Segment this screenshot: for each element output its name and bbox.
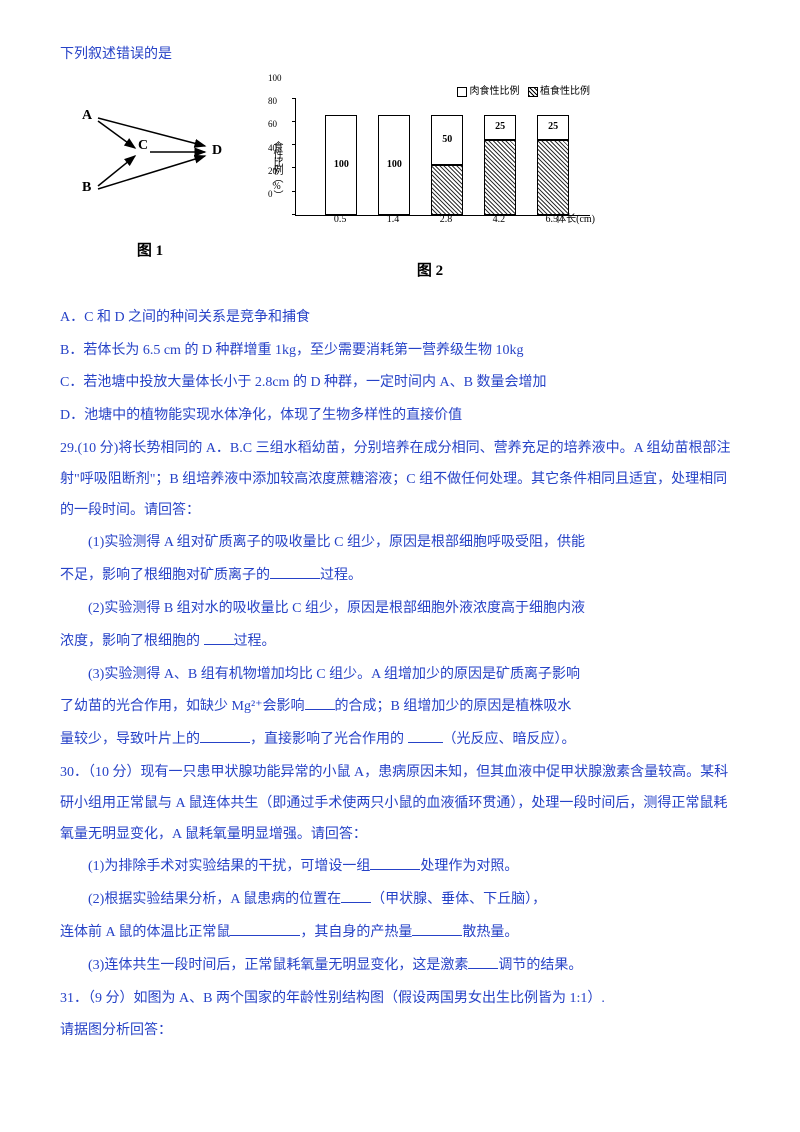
q30-p1: (1)为排除手术对实验结果的干扰，可增设一组处理作为对照。: [60, 852, 740, 883]
xtick: 0.5: [334, 209, 347, 231]
q30-p2a: (2)根据实验结果分析，A 鼠患病的位置在（甲状腺、垂体、下丘脑），: [60, 885, 740, 916]
blank: [468, 955, 498, 969]
bar-herb: [484, 140, 516, 215]
blank: [341, 889, 371, 903]
ytick: 40: [268, 139, 277, 159]
ytick: 80: [268, 92, 277, 112]
legend-box-herb: [528, 87, 538, 97]
fig2-xlabel: 体长(cm): [556, 209, 595, 231]
q30-p2c: 连体前 A 鼠的体温比正常鼠，其自身的产热量散热量。: [60, 918, 740, 949]
xtick: 2.8: [440, 209, 453, 231]
figure-1: A B C D: [60, 81, 240, 231]
xtick: 4.2: [493, 209, 506, 231]
legend-box-carn: [457, 87, 467, 97]
option-c: C．若池塘中投放大量体长小于 2.8cm 的 D 种群，一定时间内 A、B 数量…: [60, 368, 740, 399]
bar-0: 100: [325, 115, 357, 215]
legend-carn: 肉食性比例: [470, 86, 520, 97]
ytick: 60: [268, 116, 277, 136]
bar-herb: [537, 140, 569, 215]
q31-p1: 请据图分析回答：: [60, 1016, 740, 1047]
fig2-caption: 图 2: [260, 255, 600, 288]
legend-herb: 植食性比例: [540, 86, 590, 97]
figures-row: A B C D 图 1 肉食性比例 植食性比例 食性比例（%） 0 20 40 …: [60, 81, 740, 288]
option-b: B．若体长为 6.5 cm 的 D 种群增重 1kg，至少需要消耗第一营养级生物…: [60, 336, 740, 367]
blank: [200, 729, 250, 743]
option-d: D．池塘中的植物能实现水体净化，体现了生物多样性的直接价值: [60, 401, 740, 432]
q29-p3b: 了幼苗的光合作用，如缺少 Mg²⁺会影响的合成；B 组增加少的原因是植株吸水: [60, 692, 740, 723]
bar-carn: 100: [325, 115, 357, 215]
q29-stem: 29.(10 分)将长势相同的 A．B.C 三组水稻幼苗，分别培养在成分相同、营…: [60, 434, 740, 526]
q29-p2a: (2)实验测得 B 组对水的吸收量比 C 组少，原因是根部细胞外液浓度高于细胞内…: [60, 594, 740, 625]
node-c: C: [138, 131, 148, 162]
xtick: 1.4: [387, 209, 400, 231]
option-a: A．C 和 D 之间的种间关系是竞争和捕食: [60, 303, 740, 334]
q30-p3: (3)连体共生一段时间后，正常鼠耗氧量无明显变化，这是激素调节的结果。: [60, 951, 740, 982]
ytick: 20: [268, 162, 277, 182]
q31-stem: 31．（9 分）如图为 A、B 两个国家的年龄性别结构图（假设两国男女出生比例皆…: [60, 984, 740, 1015]
bar-herb: [431, 165, 463, 215]
q29-p3a: (3)实验测得 A、B 组有机物增加均比 C 组少。A 组增加少的原因是矿质离子…: [60, 660, 740, 691]
blank: [370, 856, 420, 870]
blank: [412, 922, 462, 936]
node-d: D: [212, 136, 222, 167]
q29-p1a: (1)实验测得 A 组对矿质离子的吸收量比 C 组少，原因是根部细胞呼吸受阻，供…: [60, 528, 740, 559]
node-b: B: [82, 173, 91, 204]
q29-p3d: 量较少，导致叶片上的，直接影响了光合作用的 （光反应、暗反应）。: [60, 725, 740, 756]
bar-4: 25: [537, 115, 569, 215]
q29-p1b: 不足，影响了根细胞对矿质离子的过程。: [60, 561, 740, 592]
bar-carn: 25: [484, 115, 516, 140]
bar-carn: 50: [431, 115, 463, 165]
figure-2-wrap: 肉食性比例 植食性比例 食性比例（%） 0 20 40 60 80 100: [260, 81, 600, 288]
blank: [204, 631, 234, 645]
ytick: 0: [268, 185, 273, 205]
bar-carn: 100: [378, 115, 410, 215]
ytick: 100: [268, 69, 282, 89]
fig2-chart-area: 0 20 40 60 80 100 100 100: [295, 99, 590, 216]
blank: [305, 696, 335, 710]
figure-1-wrap: A B C D 图 1: [60, 81, 240, 268]
bar-3: 25: [484, 115, 516, 215]
q29-p2b: 浓度，影响了根细胞的 过程。: [60, 627, 740, 658]
blank: [408, 729, 443, 743]
q30-stem: 30．（10 分）现有一只患甲状腺功能异常的小鼠 A，患病原因未知，但其血液中促…: [60, 758, 740, 850]
fig1-caption: 图 1: [60, 235, 240, 268]
bar-2: 50: [431, 115, 463, 215]
header-line: 下列叙述错误的是: [60, 40, 740, 71]
figure-2: 肉食性比例 植食性比例 食性比例（%） 0 20 40 60 80 100: [260, 81, 600, 251]
node-a: A: [82, 101, 92, 132]
blank: [270, 565, 320, 579]
blank: [230, 922, 300, 936]
bar-1: 100: [378, 115, 410, 215]
bar-carn: 25: [537, 115, 569, 140]
